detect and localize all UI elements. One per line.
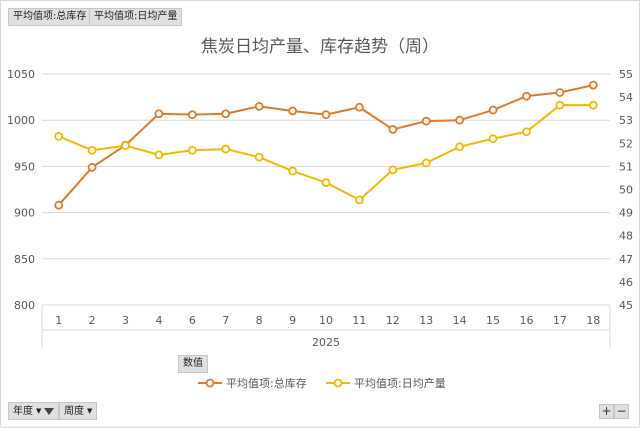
x-tick-label: 9 bbox=[289, 314, 296, 327]
field-button-values[interactable]: 数值 bbox=[178, 355, 208, 373]
y-right-tick-label: 49 bbox=[619, 207, 633, 220]
data-point-series-2 bbox=[121, 141, 130, 151]
x-tick-label: 6 bbox=[189, 314, 196, 327]
y-left-tick-label: 800 bbox=[14, 299, 35, 312]
data-point-series-2 bbox=[421, 158, 431, 168]
chevron-down-icon: ▼ bbox=[87, 407, 93, 415]
field-button-daily-output[interactable]: 平均值项:日均产量 bbox=[89, 8, 183, 26]
data-point-series-2 bbox=[87, 145, 97, 155]
data-point-series-2 bbox=[288, 166, 297, 176]
y-left-tick-label: 1000 bbox=[7, 114, 35, 127]
data-point-series-2 bbox=[588, 100, 598, 110]
data-point-series-1 bbox=[321, 110, 331, 120]
y-right-tick-label: 45 bbox=[619, 299, 633, 312]
data-point-series-1 bbox=[355, 102, 364, 112]
data-point-series-2 bbox=[254, 152, 264, 162]
x-tick-label: 3 bbox=[122, 314, 129, 327]
data-point-series-2 bbox=[54, 131, 64, 141]
data-point-series-2 bbox=[455, 142, 465, 152]
legend-label: 平均值项:日均产量 bbox=[354, 376, 446, 390]
y-left-tick-label: 1050 bbox=[7, 68, 35, 81]
legend-label: 平均值项:总库存 bbox=[226, 376, 307, 390]
field-button-label: 周度 bbox=[64, 406, 84, 417]
year-filter-button[interactable]: 年度 ▼ bbox=[8, 402, 60, 420]
data-point-series-2 bbox=[187, 145, 197, 155]
data-point-series-1 bbox=[87, 162, 97, 172]
y-right-tick-label: 54 bbox=[619, 91, 633, 104]
chart-title: 焦炭日均产量、库存趋势（周） bbox=[201, 37, 439, 57]
data-point-series-2 bbox=[522, 127, 531, 137]
data-point-series-1 bbox=[288, 106, 297, 116]
chevron-down-icon: ▼ bbox=[36, 407, 42, 415]
plus-icon: + bbox=[601, 404, 612, 418]
data-point-series-1 bbox=[488, 105, 498, 115]
x-tick-label: 2 bbox=[89, 314, 96, 327]
data-point-series-1 bbox=[54, 200, 64, 210]
data-point-series-1 bbox=[588, 80, 598, 90]
data-point-series-2 bbox=[555, 100, 565, 110]
x-tick-label: 4 bbox=[155, 314, 162, 327]
expand-button[interactable]: + bbox=[599, 404, 614, 419]
data-point-series-2 bbox=[221, 144, 231, 154]
x-tick-label: 7 bbox=[222, 314, 229, 327]
data-point-series-1 bbox=[154, 109, 164, 119]
data-point-series-2 bbox=[355, 195, 364, 205]
data-point-series-2 bbox=[321, 178, 331, 187]
data-point-series-1 bbox=[254, 101, 264, 111]
x-tick-label: 15 bbox=[486, 314, 500, 327]
data-point-series-1 bbox=[421, 116, 431, 126]
legend-point-marker bbox=[205, 378, 215, 388]
week-filter-button[interactable]: 周度 ▼ bbox=[59, 402, 98, 420]
y-left-tick-label: 950 bbox=[14, 160, 35, 173]
data-point-series-1 bbox=[187, 110, 197, 120]
series-line-1 bbox=[57, 84, 594, 206]
field-button-label: 平均值项:日均产量 bbox=[94, 11, 178, 22]
x-tick-label: 8 bbox=[256, 314, 263, 327]
data-point-series-1 bbox=[522, 91, 531, 101]
x-group-label: 2025 bbox=[312, 336, 340, 349]
field-button-total-inventory[interactable]: 平均值项:总库存 bbox=[8, 8, 92, 26]
y-right-tick-label: 52 bbox=[619, 137, 633, 150]
x-tick-label: 12 bbox=[386, 314, 400, 327]
x-tick-label: 11 bbox=[352, 314, 366, 327]
x-tick-label: 10 bbox=[319, 314, 333, 327]
y-left-tick-label: 850 bbox=[14, 253, 35, 266]
y-right-tick-label: 51 bbox=[619, 160, 633, 173]
legend-point-marker bbox=[333, 378, 343, 388]
y-right-tick-label: 48 bbox=[619, 230, 633, 243]
x-tick-label: 17 bbox=[553, 314, 567, 327]
data-point-series-2 bbox=[388, 165, 398, 175]
x-tick-label: 18 bbox=[586, 314, 600, 327]
data-point-series-1 bbox=[388, 125, 398, 134]
minus-icon: − bbox=[616, 404, 627, 418]
y-right-tick-label: 47 bbox=[619, 253, 633, 266]
field-button-label: 数值 bbox=[183, 358, 203, 369]
x-tick-label: 14 bbox=[453, 314, 467, 327]
y-right-tick-label: 53 bbox=[619, 114, 633, 127]
y-left-tick-label: 900 bbox=[14, 207, 35, 220]
data-point-series-2 bbox=[488, 134, 498, 144]
data-point-series-2 bbox=[154, 150, 164, 160]
filter-funnel-icon bbox=[44, 408, 55, 415]
data-point-series-1 bbox=[221, 109, 231, 119]
data-point-series-1 bbox=[555, 88, 565, 97]
x-tick-label: 16 bbox=[519, 314, 533, 327]
x-tick-label: 1 bbox=[55, 314, 62, 327]
x-tick-label: 13 bbox=[419, 314, 433, 327]
field-button-label: 年度 bbox=[13, 406, 33, 417]
data-point-series-1 bbox=[455, 115, 465, 125]
field-button-label: 平均值项:总库存 bbox=[13, 11, 87, 22]
y-right-tick-label: 55 bbox=[619, 68, 633, 81]
collapse-button[interactable]: − bbox=[614, 404, 629, 419]
y-right-tick-label: 46 bbox=[619, 276, 633, 289]
y-right-tick-label: 50 bbox=[619, 184, 633, 197]
